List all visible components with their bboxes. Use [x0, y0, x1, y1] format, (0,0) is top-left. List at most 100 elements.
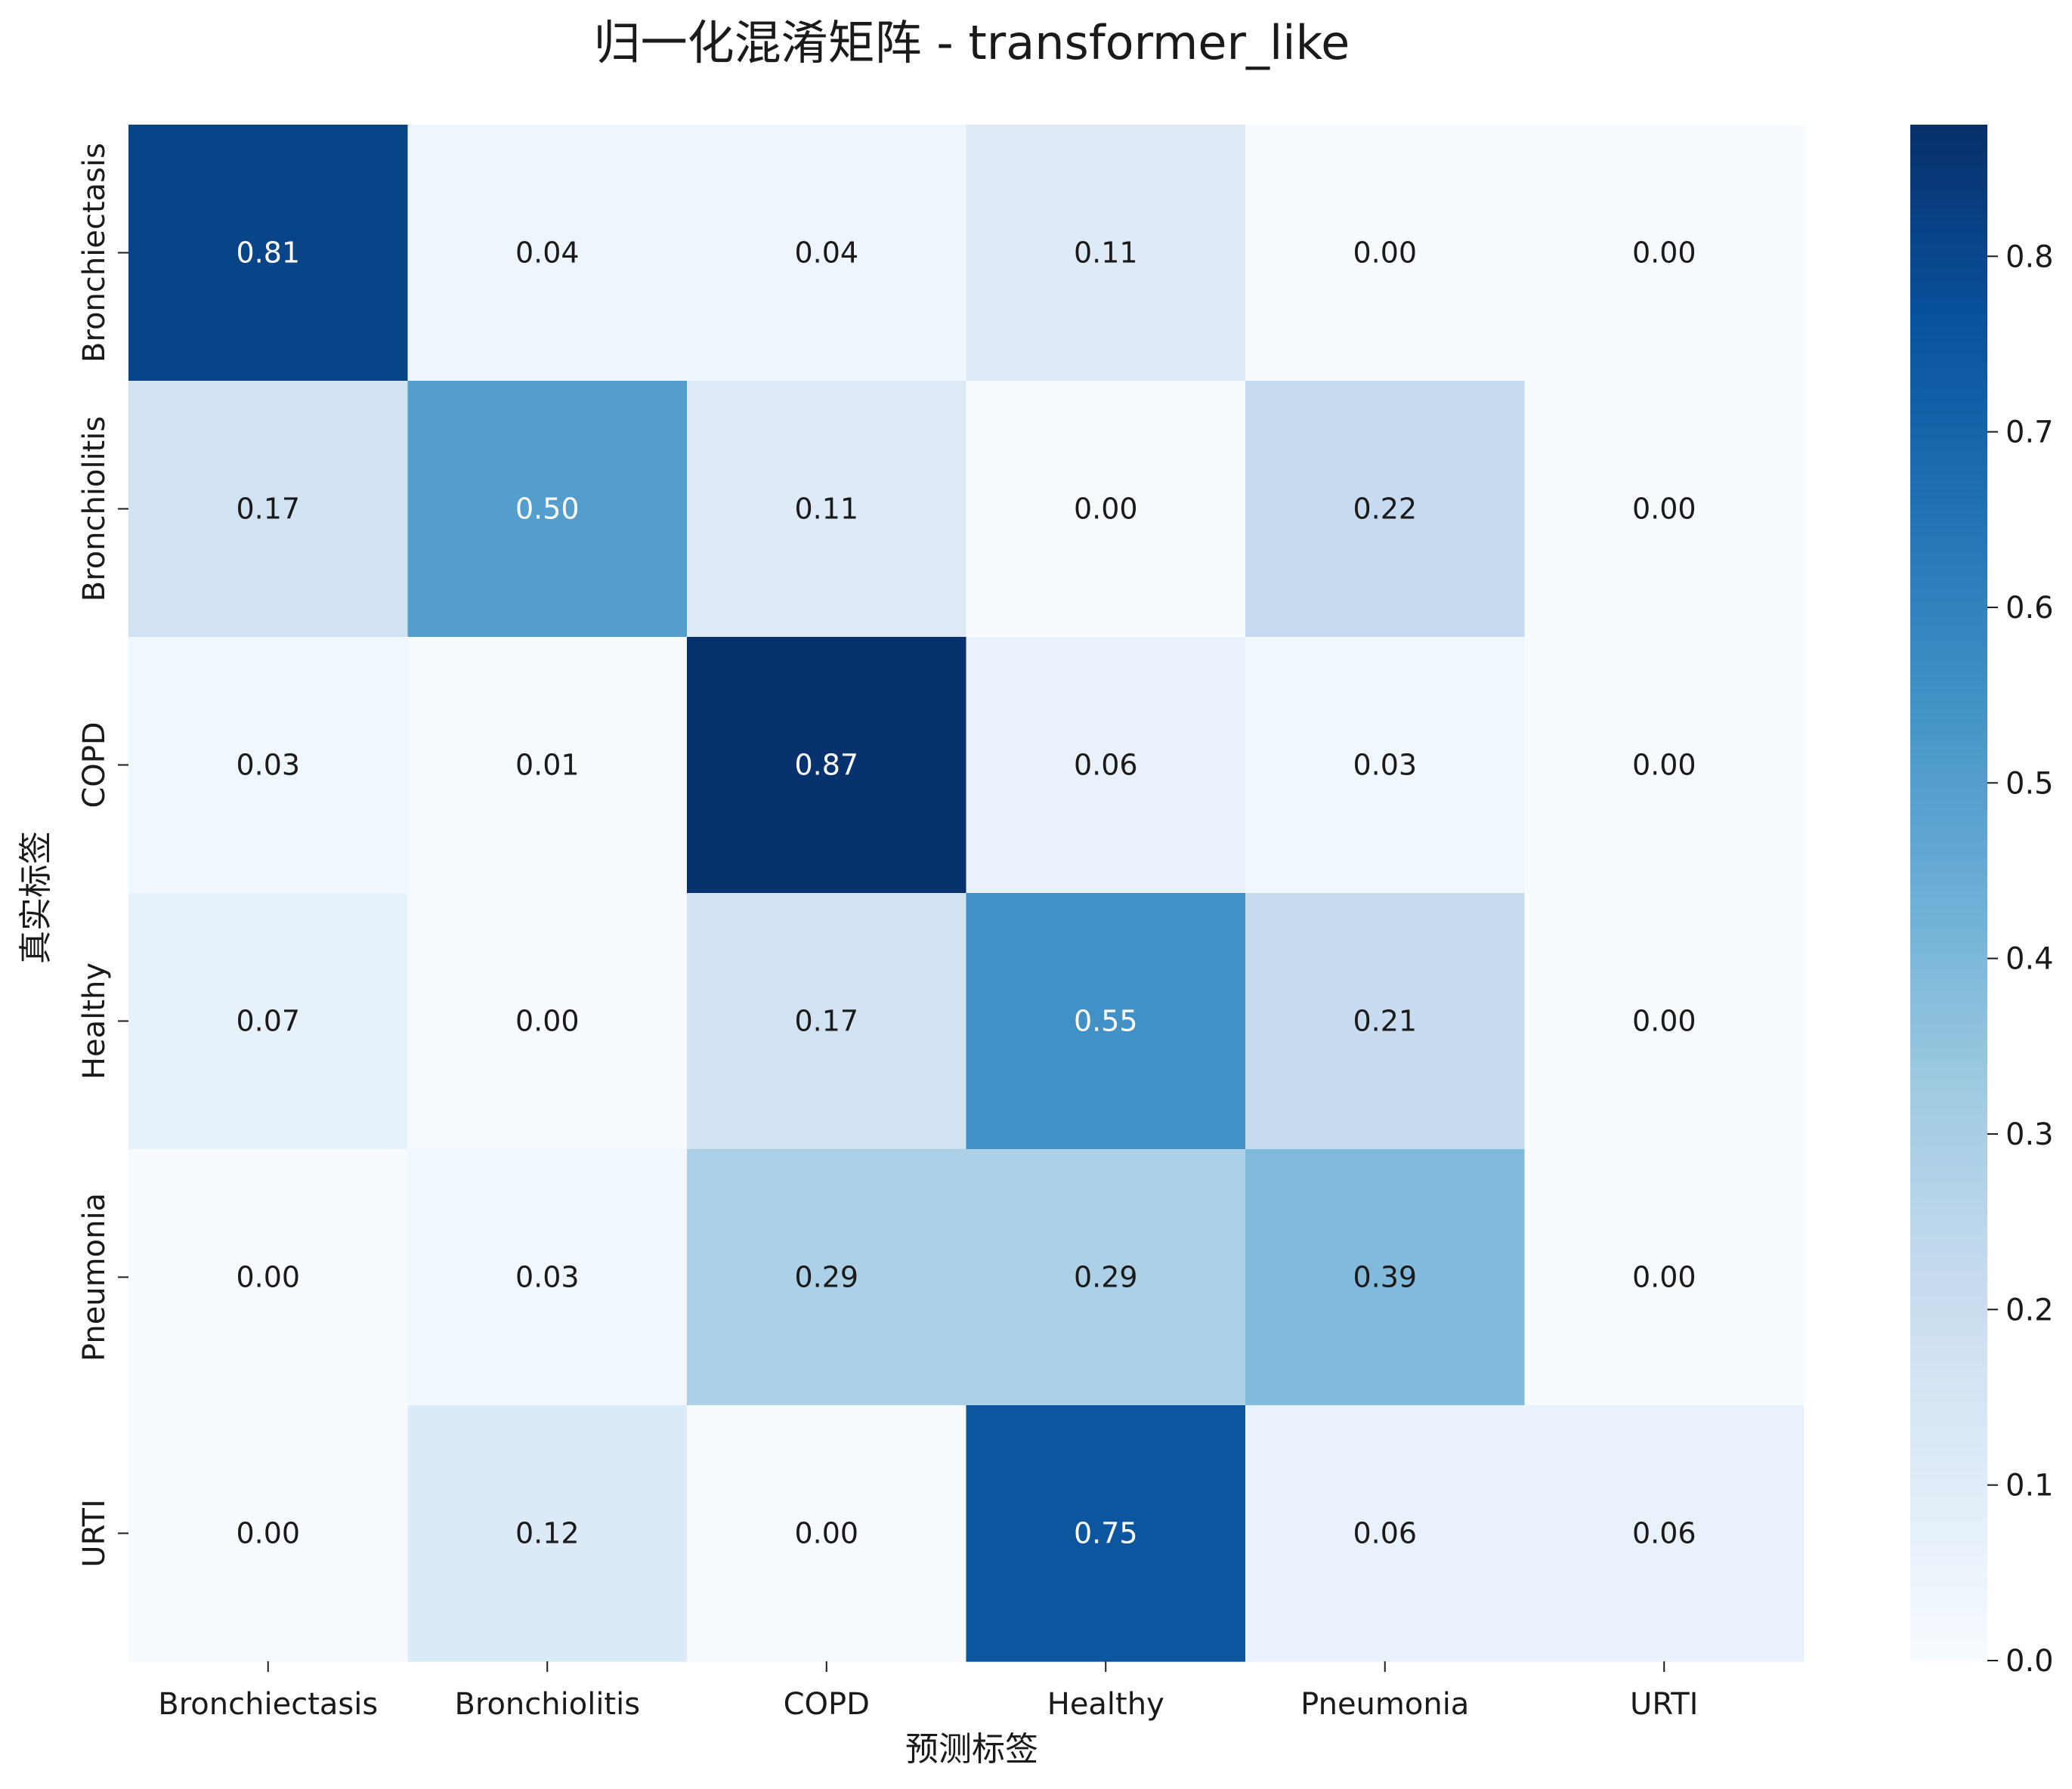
- heatmap-cell: [1245, 381, 1526, 638]
- heatmap-cell: [687, 125, 967, 382]
- cell-value-label: 0.01: [515, 749, 580, 782]
- cell-value-label: 0.87: [794, 749, 858, 782]
- colorbar-tick-label: 0.0: [2006, 1644, 2054, 1679]
- heatmap-cell-labels: 0.81 0.04 0.04 0.11 0.00 0.00 0.17 0.50 0.11 0.00…: [236, 236, 1696, 1550]
- y-tick-label: Bronchiectasis: [77, 143, 112, 363]
- x-axis-ticks: Bronchiectasis Bronchiolitis COPD Healthy Pn…: [158, 1661, 1698, 1722]
- cell-value-label: 0.00: [236, 1517, 300, 1550]
- heatmap-cell: [966, 1405, 1246, 1662]
- cell-value-label: 0.06: [1074, 749, 1138, 782]
- cell-value-label: 0.00: [1074, 493, 1138, 526]
- chart-title: 归一化混淆矩阵 - transformer_like: [594, 15, 1350, 70]
- heatmap-cell: [1524, 1405, 1804, 1662]
- heatmap-cell: [128, 893, 409, 1150]
- heatmap-cell: [1524, 637, 1804, 894]
- cell-value-label: 0.00: [1632, 493, 1696, 526]
- heatmap-cells: [128, 125, 1804, 1662]
- colorbar: [1910, 125, 1987, 1661]
- cell-value-label: 0.06: [1353, 1517, 1417, 1550]
- heatmap-cell: [128, 1405, 409, 1662]
- cell-value-label: 0.11: [794, 493, 858, 526]
- x-tick-label: Pneumonia: [1300, 1687, 1469, 1722]
- colorbar-tick-label: 0.3: [2006, 1117, 2054, 1152]
- heatmap-cell: [687, 1149, 967, 1406]
- heatmap-cell: [407, 637, 688, 894]
- cell-value-label: 0.04: [515, 236, 580, 270]
- heatmap-cell: [966, 1149, 1246, 1406]
- x-tick-label: Bronchiectasis: [158, 1687, 378, 1722]
- heatmap-cell: [687, 381, 967, 638]
- cell-value-label: 0.04: [794, 236, 858, 270]
- x-tick-label: COPD: [784, 1687, 870, 1722]
- cell-value-label: 0.29: [1074, 1261, 1138, 1294]
- heatmap-cell: [966, 637, 1246, 894]
- heatmap-cell: [128, 125, 409, 382]
- heatmap-cell: [966, 893, 1246, 1150]
- cell-value-label: 0.00: [515, 1005, 580, 1038]
- cell-value-label: 0.06: [1632, 1517, 1696, 1550]
- cell-value-label: 0.29: [794, 1261, 858, 1294]
- cell-value-label: 0.22: [1353, 493, 1417, 526]
- y-tick-label: Pneumonia: [77, 1193, 112, 1361]
- cell-value-label: 0.07: [236, 1005, 300, 1038]
- colorbar-tick-label: 0.6: [2006, 591, 2054, 626]
- cell-value-label: 0.21: [1353, 1005, 1417, 1038]
- colorbar-tick-label: 0.5: [2006, 766, 2054, 801]
- heatmap-cell: [1524, 125, 1804, 382]
- heatmap-cell: [1245, 125, 1526, 382]
- heatmap-cell: [1245, 637, 1526, 894]
- x-tick-label: URTI: [1630, 1687, 1698, 1722]
- cell-value-label: 0.00: [1632, 1261, 1696, 1294]
- heatmap-cell: [128, 381, 409, 638]
- heatmap-cell: [407, 1405, 688, 1662]
- heatmap-cell: [128, 1149, 409, 1406]
- cell-value-label: 0.03: [236, 749, 300, 782]
- heatmap-cell: [407, 381, 688, 638]
- heatmap-cell: [687, 893, 967, 1150]
- heatmap-cell: [1245, 1405, 1526, 1662]
- heatmap-cell: [1245, 893, 1526, 1150]
- cell-value-label: 0.00: [236, 1261, 300, 1294]
- heatmap-cell: [128, 637, 409, 894]
- cell-value-label: 0.75: [1074, 1517, 1138, 1550]
- heatmap-cell: [1245, 1149, 1526, 1406]
- cell-value-label: 0.03: [515, 1261, 580, 1294]
- cell-value-label: 0.55: [1074, 1005, 1138, 1038]
- y-tick-label: Healthy: [77, 962, 112, 1080]
- cell-value-label: 0.00: [1632, 236, 1696, 270]
- cell-value-label: 0.50: [515, 493, 580, 526]
- y-axis-label: 真实标签: [17, 831, 55, 964]
- cell-value-label: 0.17: [794, 1005, 858, 1038]
- y-tick-label: URTI: [77, 1499, 112, 1567]
- colorbar-ticks: 0.0 0.1 0.2 0.3 0.4 0.5 0.6 0.7 0.8: [1987, 239, 2054, 1679]
- heatmap-cell: [687, 1405, 967, 1662]
- heatmap-cell: [966, 381, 1246, 638]
- cell-value-label: 0.81: [236, 236, 300, 270]
- heatmap-cell: [1524, 381, 1804, 638]
- cell-value-label: 0.17: [236, 493, 300, 526]
- cell-value-label: 0.12: [515, 1517, 580, 1550]
- x-axis-label: 预测标签: [905, 1730, 1038, 1769]
- heatmap-cell: [966, 125, 1246, 382]
- y-axis-ticks: Bronchiectasis Bronchiolitis COPD Healthy Pn…: [77, 143, 128, 1568]
- heatmap-cell: [407, 893, 688, 1150]
- x-tick-label: Healthy: [1047, 1687, 1164, 1722]
- heatmap-cell: [1524, 893, 1804, 1150]
- heatmap-cell: [407, 1149, 688, 1406]
- y-tick-label: COPD: [77, 721, 112, 808]
- y-tick-label: Bronchiolitis: [77, 416, 112, 602]
- cell-value-label: 0.00: [794, 1517, 858, 1550]
- colorbar-tick-label: 0.1: [2006, 1469, 2054, 1503]
- colorbar-tick-label: 0.8: [2006, 239, 2054, 274]
- cell-value-label: 0.00: [1632, 1005, 1696, 1038]
- cell-value-label: 0.00: [1632, 749, 1696, 782]
- cell-value-label: 0.11: [1074, 236, 1138, 270]
- x-tick-label: Bronchiolitis: [454, 1687, 640, 1722]
- cell-value-label: 0.03: [1353, 749, 1417, 782]
- colorbar-tick-label: 0.2: [2006, 1293, 2054, 1327]
- heatmap-cell: [1524, 1149, 1804, 1406]
- cell-value-label: 0.00: [1353, 236, 1417, 270]
- colorbar-tick-label: 0.4: [2006, 942, 2054, 977]
- cell-value-label: 0.39: [1353, 1261, 1417, 1294]
